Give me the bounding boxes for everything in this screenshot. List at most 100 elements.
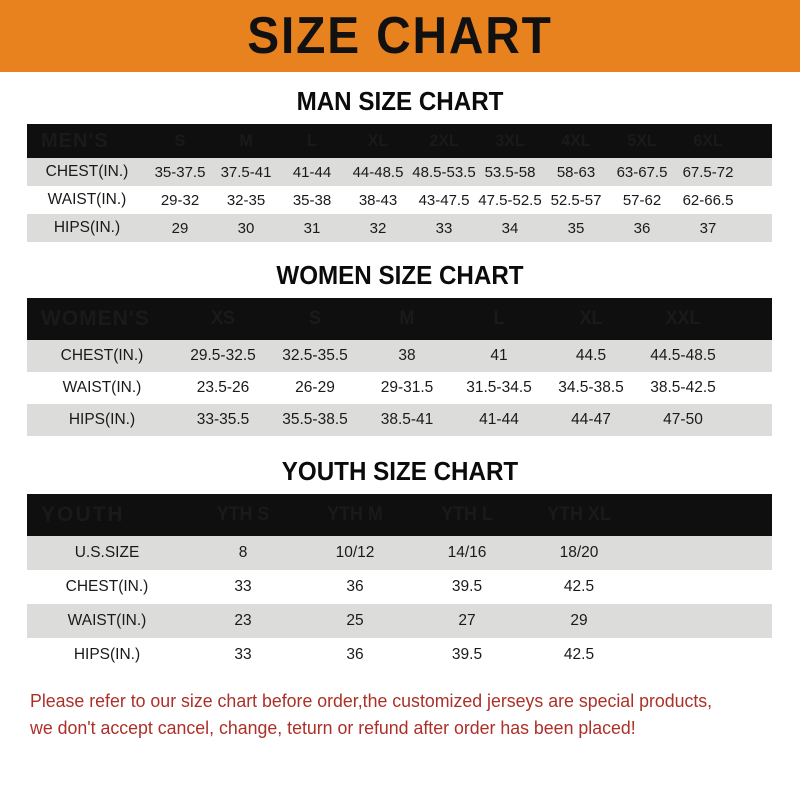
man-size-table: MEN'S S M L XL 2XL 3XL 4XL 5XL 6XL CHEST… [27,124,772,242]
women-cell-2-2: 38.5-41 [361,404,453,436]
women-cell-0-3: 41 [453,340,545,372]
man-cell-1-1: 32-35 [213,186,279,214]
women-cell-1-4: 34.5-38.5 [545,372,637,404]
youth-size-table: YOUTH YTH S YTH M YTH L YTH XL U.S.SIZE … [27,494,772,672]
man-cell-2-spacer [741,214,772,242]
women-row-label-0: CHEST(IN.) [27,340,177,372]
man-col-header-5: 3XL [495,131,525,150]
women-cell-2-spacer [729,404,772,436]
man-cell-2-0: 29 [147,214,213,242]
page-title: SIZE CHART [247,7,553,65]
youth-table-body: U.S.SIZE 8 10/12 14/16 18/20 CHEST(IN.) … [27,536,772,672]
table-row: WAIST(IN.) 29-32 32-35 35-38 38-43 43-47… [27,186,772,214]
man-cell-2-2: 31 [279,214,345,242]
man-cell-1-0: 29-32 [147,186,213,214]
man-cell-1-2: 35-38 [279,186,345,214]
man-col-header-1: M [239,131,253,150]
man-cell-2-5: 34 [477,214,543,242]
youth-table-wrap: YOUTH YTH S YTH M YTH L YTH XL U.S.SIZE … [27,494,772,672]
page-banner: SIZE CHART [0,0,800,72]
man-corner-label: MEN'S [41,129,109,152]
man-col-header-7: 5XL [627,131,657,150]
man-col-header-0: S [174,131,186,150]
women-table-wrap: WOMEN'S XS S M L XL XXL CHEST(IN.) 29.5-… [27,298,772,436]
women-cell-0-4: 44.5 [545,340,637,372]
women-cell-1-spacer [729,372,772,404]
man-col-header-4: 2XL [429,131,459,150]
youth-header-row: YOUTH YTH S YTH M YTH L YTH XL [27,494,772,536]
youth-row-label-2: WAIST(IN.) [27,604,187,638]
man-row-label-1: WAIST(IN.) [27,186,147,214]
man-table-wrap: MEN'S S M L XL 2XL 3XL 4XL 5XL 6XL CHEST… [27,124,772,242]
man-table-body: CHEST(IN.) 35-37.5 37.5-41 41-44 44-48.5… [27,158,772,242]
man-cell-0-7: 63-67.5 [609,158,675,186]
youth-cell-1-spacer [635,570,772,604]
youth-cell-3-spacer [635,638,772,672]
youth-cell-0-0: 8 [187,536,299,570]
man-col-header-2: L [307,131,317,150]
table-row: HIPS(IN.) 33 36 39.5 42.5 [27,638,772,672]
man-row-label-2: HIPS(IN.) [27,214,147,242]
youth-table-head: YOUTH YTH S YTH M YTH L YTH XL [27,494,772,536]
youth-cell-1-0: 33 [187,570,299,604]
man-cell-1-6: 52.5-57 [543,186,609,214]
youth-cell-2-1: 25 [299,604,411,638]
youth-cell-0-2: 14/16 [411,536,523,570]
women-col-header-4: XL [579,308,603,329]
disclaimer-line-1: Please refer to our size chart before or… [30,690,713,711]
women-size-table: WOMEN'S XS S M L XL XXL CHEST(IN.) 29.5-… [27,298,772,436]
youth-cell-3-1: 36 [299,638,411,672]
women-cell-2-3: 41-44 [453,404,545,436]
table-row: HIPS(IN.) 29 30 31 32 33 34 35 36 37 [27,214,772,242]
man-cell-0-0: 35-37.5 [147,158,213,186]
youth-col-header-3: YTH XL [547,504,611,525]
women-col-header-1: S [309,308,321,329]
man-cell-1-5: 47.5-52.5 [477,186,543,214]
youth-cell-2-2: 27 [411,604,523,638]
man-cell-2-3: 32 [345,214,411,242]
women-cell-1-5: 38.5-42.5 [637,372,729,404]
youth-col-header-2: YTH L [441,504,493,525]
man-cell-0-4: 48.5-53.5 [411,158,477,186]
man-cell-2-7: 36 [609,214,675,242]
women-table-head: WOMEN'S XS S M L XL XXL [27,298,772,340]
women-cell-1-3: 31.5-34.5 [453,372,545,404]
women-cell-0-spacer [729,340,772,372]
youth-cell-1-2: 39.5 [411,570,523,604]
youth-cell-0-spacer [635,536,772,570]
man-cell-0-1: 37.5-41 [213,158,279,186]
man-cell-2-8: 37 [675,214,741,242]
man-row-label-0: CHEST(IN.) [27,158,147,186]
women-cell-0-1: 32.5-35.5 [269,340,361,372]
man-cell-1-3: 38-43 [345,186,411,214]
man-cell-1-4: 43-47.5 [411,186,477,214]
man-col-header-3: XL [367,131,389,150]
women-col-header-5: XXL [665,308,701,329]
man-cell-1-8: 62-66.5 [675,186,741,214]
women-row-label-2: HIPS(IN.) [27,404,177,436]
women-cell-2-1: 35.5-38.5 [269,404,361,436]
man-cell-0-8: 67.5-72 [675,158,741,186]
youth-cell-3-2: 39.5 [411,638,523,672]
women-cell-0-0: 29.5-32.5 [177,340,269,372]
man-section-title: MAN SIZE CHART [296,86,504,116]
women-table-body: CHEST(IN.) 29.5-32.5 32.5-35.5 38 41 44.… [27,340,772,436]
man-cell-0-spacer [741,158,772,186]
women-cell-2-4: 44-47 [545,404,637,436]
youth-cell-3-3: 42.5 [523,638,635,672]
youth-section-title: YOUTH SIZE CHART [281,456,519,486]
youth-corner-label: YOUTH [41,503,125,526]
youth-cell-2-3: 29 [523,604,635,638]
women-cell-1-1: 26-29 [269,372,361,404]
disclaimer-note: Please refer to our size chart before or… [30,688,748,742]
man-cell-0-5: 53.5-58 [477,158,543,186]
women-row-label-1: WAIST(IN.) [27,372,177,404]
women-col-header-3: L [493,308,505,329]
table-row: HIPS(IN.) 33-35.5 35.5-38.5 38.5-41 41-4… [27,404,772,436]
youth-cell-3-0: 33 [187,638,299,672]
women-cell-0-2: 38 [361,340,453,372]
table-row: CHEST(IN.) 33 36 39.5 42.5 [27,570,772,604]
man-header-row: MEN'S S M L XL 2XL 3XL 4XL 5XL 6XL [27,124,772,158]
youth-row-label-1: CHEST(IN.) [27,570,187,604]
